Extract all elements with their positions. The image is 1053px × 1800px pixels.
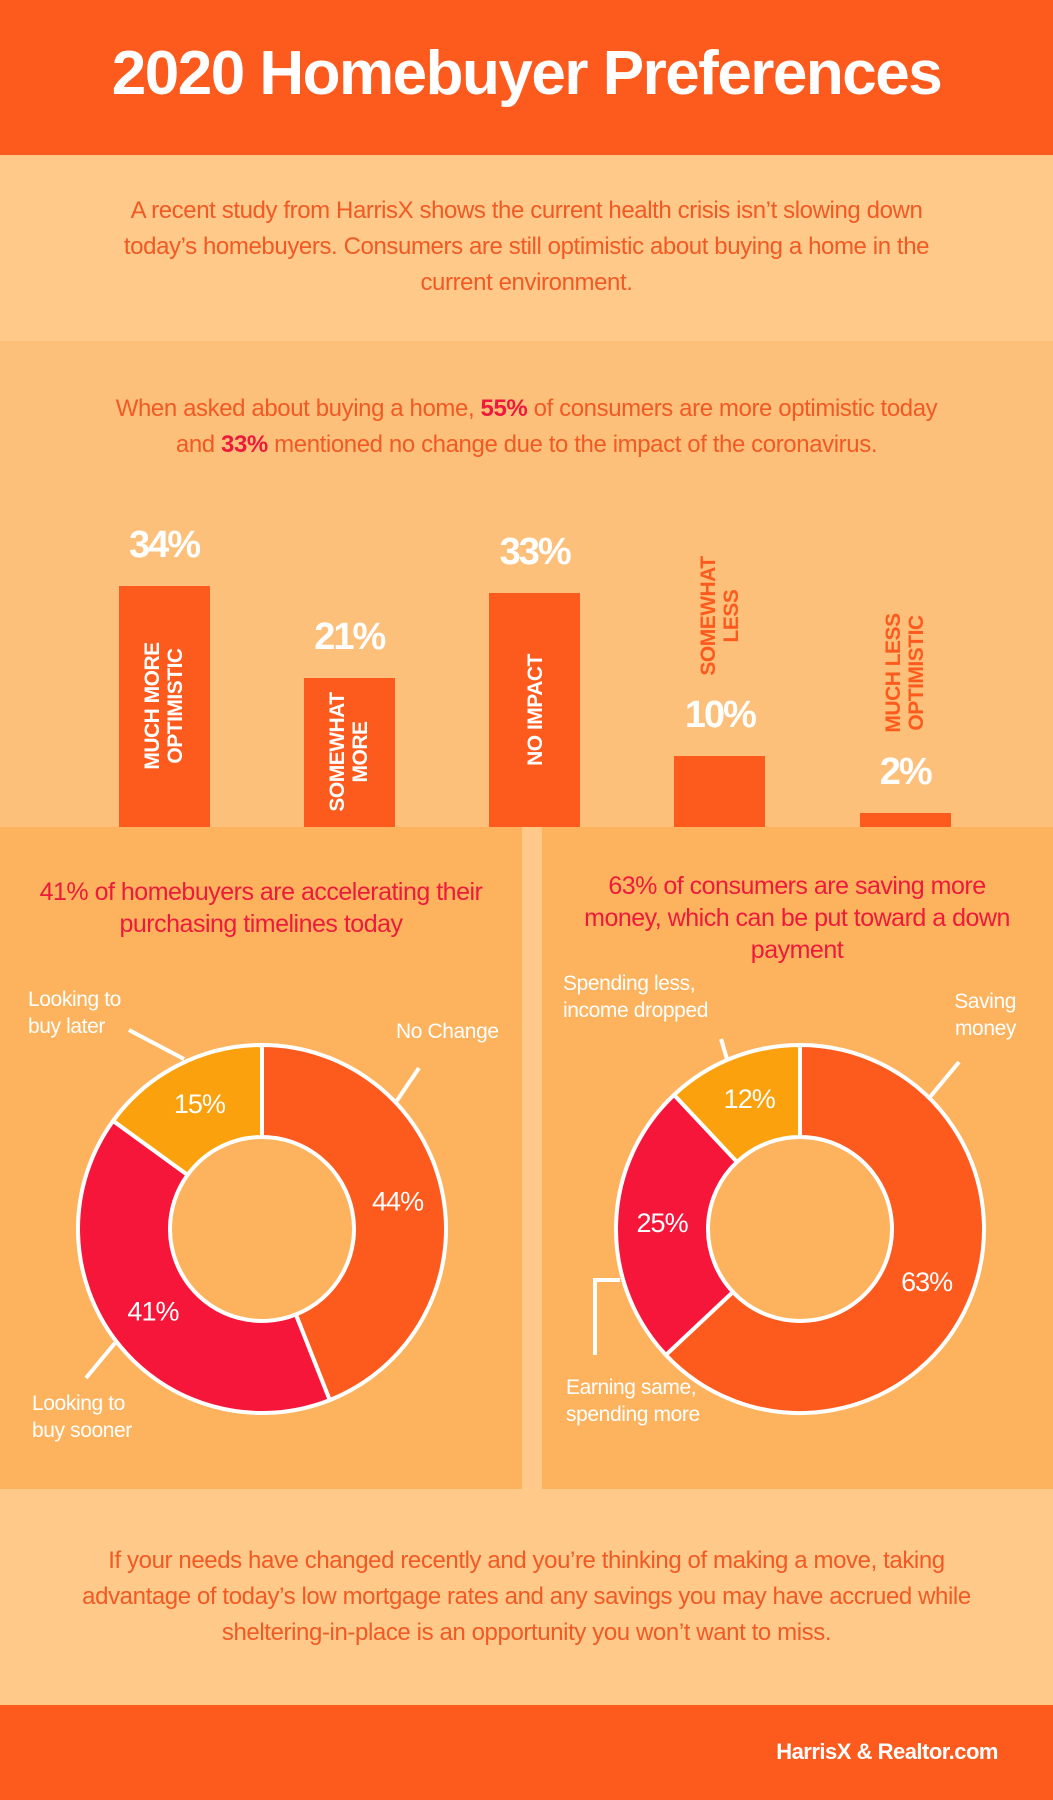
footer: HarrisX & Realtor.com — [0, 1705, 1053, 1800]
slice-label: 12% — [724, 1084, 776, 1114]
source: HarrisX & Realtor.com — [776, 1739, 998, 1764]
legend-label: Spending less, income dropped — [563, 972, 708, 1022]
leader-line — [128, 1028, 185, 1061]
bar — [303, 677, 395, 827]
leader-line — [719, 1038, 729, 1060]
slice-label: 15% — [174, 1089, 226, 1119]
leader-line — [394, 1066, 421, 1104]
leader-line — [593, 1278, 620, 1355]
bar — [118, 585, 210, 827]
intro-band: A recent study from HarrisX shows the cu… — [0, 155, 1053, 341]
donut-slice — [671, 1042, 802, 1165]
intro-text: A recent study from HarrisX shows the cu… — [123, 197, 930, 296]
donut-slice — [663, 1042, 986, 1415]
bar — [859, 812, 951, 827]
leader-line — [84, 1341, 117, 1380]
closing-band: If your needs have changed recently and … — [0, 1489, 1053, 1705]
legend-label: Looking to buy sooner — [32, 1392, 132, 1442]
donut-slice — [76, 1118, 333, 1415]
legend-label: Looking to buy later — [28, 988, 121, 1038]
slice-label: 63% — [901, 1267, 953, 1297]
donut-title: 41% of homebuyers are accelerating their… — [39, 878, 483, 938]
legend-label: Saving money — [954, 990, 1016, 1040]
value-label: 33% — [499, 530, 572, 573]
bar — [674, 756, 766, 827]
bar — [489, 592, 581, 827]
donut-slice — [614, 1092, 740, 1358]
value-label: 2% — [879, 750, 933, 793]
donut-title: 63% of consumers are saving more money, … — [584, 872, 1010, 964]
legend-label: No Change — [396, 1020, 499, 1043]
donut-slice — [110, 1042, 264, 1178]
summary-text: When asked about buying a home, — [115, 395, 475, 422]
leader-line — [928, 1060, 961, 1099]
page-title: 2020 Homebuyer Preferences — [111, 39, 943, 108]
slice-label: 44% — [372, 1186, 424, 1216]
summary-stat: 55% — [480, 395, 528, 422]
value-label: 34% — [128, 523, 201, 566]
donut-slice — [260, 1042, 448, 1403]
header: 2020 Homebuyer Preferences — [0, 0, 1053, 155]
summary-text: of consumers are more optimistic today a… — [175, 395, 938, 458]
bar-chart: 34% MUCH MORE OPTIMISTIC 21% SOMEWHAT MORE 3… — [0, 0, 1053, 827]
value-label: 21% — [314, 615, 386, 658]
value-label: 10% — [684, 694, 757, 736]
summary-text: When asked about buying a home, 55% of c… — [100, 391, 953, 463]
summary-text: mentioned no change due to the impact of… — [274, 431, 878, 458]
legend-label: Earning same, spending more — [566, 1376, 700, 1426]
slice-label: 25% — [637, 1208, 689, 1238]
closing-text: If your needs have changed recently and … — [82, 1547, 971, 1646]
slice-label: 41% — [127, 1297, 179, 1327]
summary-stat: 33% — [221, 431, 268, 458]
